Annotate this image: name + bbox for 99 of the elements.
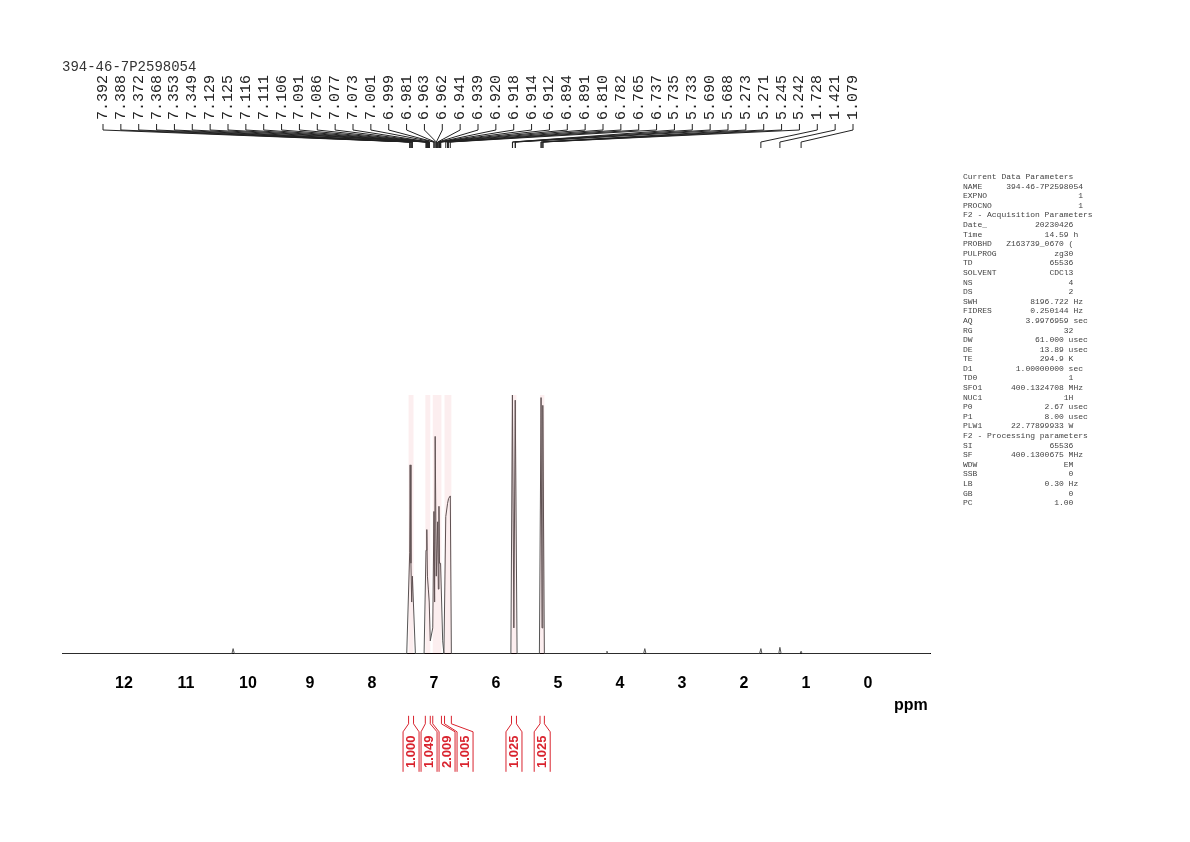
x-tick-label: 11 bbox=[177, 673, 195, 691]
annotation: 7.077 bbox=[327, 74, 345, 120]
text: P0 2.67 usec bbox=[963, 402, 1089, 412]
text: NS 4 bbox=[963, 277, 1075, 288]
annotation: 7.368 bbox=[148, 74, 166, 120]
band-label: 1.049 bbox=[420, 735, 436, 769]
text: TE 294.9 K bbox=[963, 354, 1075, 364]
text: TD0 1 bbox=[963, 373, 1075, 384]
text: Date_ 20230426 bbox=[963, 219, 1075, 230]
x-tick-label: 4 bbox=[615, 673, 625, 691]
annotation: 5.242 bbox=[791, 74, 809, 120]
annotation: 7.388 bbox=[112, 74, 130, 120]
annotation: 7.349 bbox=[184, 74, 202, 120]
annotation: 7.353 bbox=[166, 74, 184, 120]
text: PLW1 22.77899933 W bbox=[963, 421, 1075, 432]
x-axis-title: ppm bbox=[894, 696, 928, 714]
text: D1 1.00000000 sec bbox=[963, 363, 1085, 374]
x-tick-label: 10 bbox=[239, 673, 257, 691]
annotation: 1.079 bbox=[844, 74, 862, 120]
annotation: 7.091 bbox=[291, 74, 309, 120]
annotation: 6.810 bbox=[594, 74, 612, 120]
annotation: 6.912 bbox=[541, 74, 559, 120]
annotation: 6.894 bbox=[559, 74, 577, 120]
annotation: 6.765 bbox=[630, 74, 648, 120]
text: EXPNO 1 bbox=[963, 191, 1085, 201]
annotation: 6.939 bbox=[469, 74, 487, 120]
band-label: 1.005 bbox=[456, 735, 472, 769]
text: F2 - Processing parameters bbox=[963, 431, 1089, 441]
band-label: 1.025 bbox=[505, 735, 521, 769]
text: GB 0 bbox=[963, 488, 1075, 499]
annotation: 5.271 bbox=[755, 74, 773, 120]
x-tick-label: 12 bbox=[115, 673, 133, 691]
annotation: 5.688 bbox=[719, 74, 737, 120]
text: PROBHD Z163739_0670 ( bbox=[963, 239, 1075, 249]
annotation: 6.918 bbox=[505, 74, 523, 120]
annotation: 5.273 bbox=[737, 74, 755, 120]
annotation: 6.914 bbox=[523, 74, 541, 120]
annotation: 5.735 bbox=[666, 74, 684, 120]
x-tick-label: 9 bbox=[305, 673, 315, 691]
band-label: 1.000 bbox=[402, 735, 418, 769]
annotation: 7.125 bbox=[219, 74, 237, 120]
annotation: 6.981 bbox=[398, 74, 416, 120]
annotation: 7.392 bbox=[94, 74, 112, 120]
text: P1 8.00 usec bbox=[963, 411, 1089, 422]
text: SSB 0 bbox=[963, 469, 1075, 479]
x-tick-label: 5 bbox=[553, 673, 563, 691]
text: FIDRES 0.250144 Hz bbox=[963, 306, 1085, 316]
band-label: 1.025 bbox=[533, 735, 549, 769]
text: PULPROG zg30 bbox=[963, 248, 1075, 259]
annotation: 7.073 bbox=[344, 74, 362, 120]
annotation: 7.001 bbox=[362, 74, 380, 120]
annotation: 6.963 bbox=[416, 74, 434, 120]
annotation: 5.245 bbox=[773, 74, 791, 120]
x-tick-label: 3 bbox=[677, 673, 687, 691]
annotation: 6.737 bbox=[648, 74, 666, 120]
band-label: 2.009 bbox=[438, 735, 454, 769]
x-tick-label: 8 bbox=[367, 673, 377, 691]
annotation: 1.728 bbox=[809, 74, 827, 120]
text: LB 0.30 Hz bbox=[963, 479, 1080, 489]
text: TD 65536 bbox=[963, 258, 1075, 268]
text: F2 - Acquisition Parameters bbox=[963, 210, 1093, 220]
annotation: 6.962 bbox=[434, 74, 452, 120]
annotation: 1.421 bbox=[827, 74, 845, 120]
text: Time 14.59 h bbox=[963, 229, 1080, 240]
annotation: 7.111 bbox=[255, 74, 273, 120]
chart-title: 394-46-7P2598054 bbox=[62, 58, 197, 75]
text: SFO1 400.1324708 MHz bbox=[963, 383, 1085, 393]
text: Current Data Parameters bbox=[963, 172, 1075, 182]
annotation: 5.733 bbox=[684, 74, 702, 120]
text: DE 13.89 usec bbox=[963, 344, 1089, 355]
text: SF 400.1300675 MHz bbox=[963, 450, 1085, 460]
annotation: 6.941 bbox=[452, 74, 470, 120]
x-tick-label: 1 bbox=[801, 673, 811, 691]
text: AQ 3.9976959 sec bbox=[963, 315, 1089, 326]
text: SOLVENT CDCl3 bbox=[963, 267, 1075, 278]
annotation: 7.129 bbox=[202, 74, 220, 120]
text: WDW EM bbox=[963, 459, 1075, 470]
text: NUC1 1H bbox=[963, 392, 1075, 403]
annotation: 6.920 bbox=[487, 74, 505, 120]
x-tick-label: 0 bbox=[863, 673, 873, 691]
text: DW 61.000 usec bbox=[963, 335, 1089, 345]
annotation: 7.116 bbox=[237, 74, 255, 120]
text: RG 32 bbox=[963, 325, 1075, 336]
text: PC 1.00 bbox=[963, 498, 1075, 508]
annotation: 7.086 bbox=[309, 74, 327, 120]
annotation: 7.106 bbox=[273, 74, 291, 120]
annotation: 5.690 bbox=[702, 74, 720, 120]
text: DS 2 bbox=[963, 287, 1075, 297]
x-tick-label: 6 bbox=[491, 673, 501, 691]
text: PROCNO 1 bbox=[963, 200, 1085, 211]
text: SI 65536 bbox=[963, 440, 1075, 451]
x-tick-label: 2 bbox=[739, 673, 749, 691]
annotation: 7.372 bbox=[130, 74, 148, 120]
x-tick-label: 7 bbox=[429, 673, 439, 691]
annotation: 6.782 bbox=[612, 74, 630, 120]
annotation: 6.891 bbox=[577, 74, 595, 120]
text: SWH 8196.722 Hz bbox=[963, 296, 1085, 307]
text: NAME 394-46-7P2598054 bbox=[963, 181, 1085, 192]
annotation: 6.999 bbox=[380, 74, 398, 120]
